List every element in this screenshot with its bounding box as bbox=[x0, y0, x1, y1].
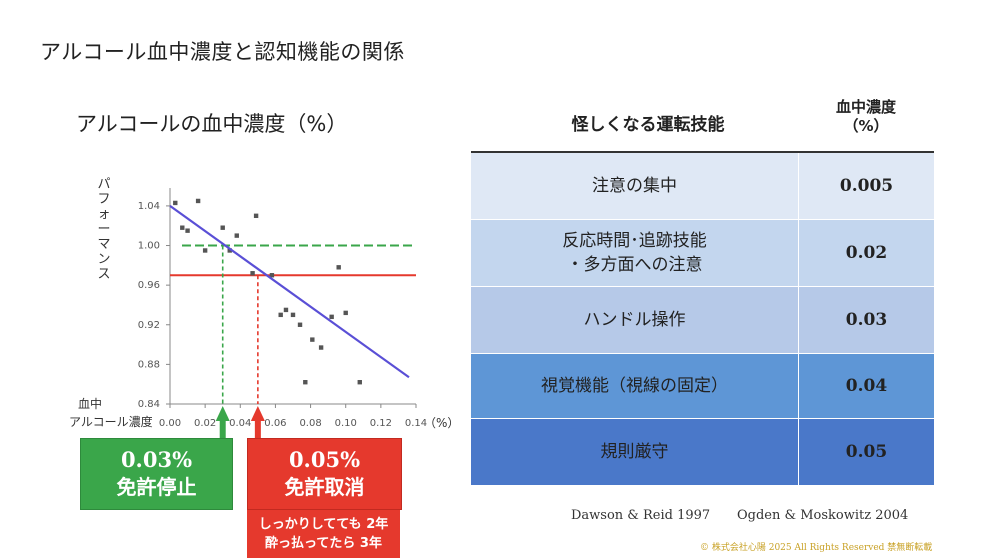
data-point bbox=[297, 322, 303, 327]
table-row: 反応時間･追跡技能 ・多方面への注意 0.02 bbox=[471, 220, 934, 287]
source-dawson-reid: Dawson & Reid 1997 bbox=[571, 508, 711, 523]
table-row: 視覚機能（視線の固定） 0.04 bbox=[471, 354, 934, 419]
skill-cell: 規則厳守 bbox=[471, 419, 799, 485]
table-row: 注意の集中 0.005 bbox=[471, 153, 934, 220]
concentration-value: 0.005 bbox=[839, 176, 894, 196]
skill-cell: 視覚機能（視線の固定） bbox=[471, 354, 799, 418]
x-tick-label: 0.12 bbox=[370, 418, 392, 429]
x-tick-label: 0.06 bbox=[264, 418, 286, 429]
table-row: 規則厳守 0.05 bbox=[471, 419, 934, 486]
license-suspension-callout: 0.03% 免許停止 bbox=[80, 438, 233, 510]
concentration-value: 0.02 bbox=[845, 243, 888, 263]
green-arrow-shaft bbox=[219, 420, 226, 440]
table-header-concentration-line2: （%） bbox=[843, 117, 889, 135]
skill-text: 規則厳守 bbox=[600, 442, 669, 462]
source-ogden-moskowitz: Ogden & Moskowitz 2004 bbox=[737, 508, 909, 523]
chart-title: アルコールの血中濃度（%） bbox=[76, 112, 348, 136]
skill-text: 視覚機能（視線の固定） bbox=[541, 376, 728, 396]
data-point bbox=[227, 248, 232, 253]
data-point bbox=[357, 380, 362, 385]
driving-skill-table: 注意の集中 0.005 反応時間･追跡技能 ・多方面への注意 0.02 ハンドル操作 0.0… bbox=[471, 153, 934, 486]
data-point bbox=[318, 345, 324, 350]
data-point bbox=[173, 200, 178, 206]
table-header-concentration-line1: 血中濃度 bbox=[835, 98, 896, 116]
skill-text: 反応時間･追跡技能 bbox=[562, 231, 707, 251]
data-point bbox=[185, 228, 190, 233]
suspension-label: 免許停止 bbox=[116, 475, 197, 499]
y-tick-label: 1.04 bbox=[138, 201, 160, 212]
y-tick-label: 0.96 bbox=[138, 280, 160, 291]
x-axis-unit: （%） bbox=[424, 416, 459, 430]
y-tick-label: 0.92 bbox=[138, 320, 160, 331]
data-point bbox=[250, 271, 255, 276]
data-point bbox=[269, 273, 275, 278]
table-header-rule bbox=[471, 151, 934, 153]
x-tick-label: 0.04 bbox=[229, 418, 251, 429]
revocation-value: 0.05% bbox=[288, 447, 361, 472]
data-point bbox=[253, 213, 259, 219]
x-tick-label: 0.00 bbox=[159, 418, 181, 429]
y-tick-label: 0.84 bbox=[138, 399, 160, 410]
x-axis-label-line2: アルコール濃度 bbox=[69, 414, 153, 429]
data-point bbox=[202, 248, 208, 253]
x-tick-label: 0.10 bbox=[335, 418, 357, 429]
data-point bbox=[303, 380, 308, 385]
y-tick-label: 0.88 bbox=[138, 359, 160, 370]
table-header-concentration: 血中濃度 （%） bbox=[800, 98, 932, 136]
table-row: ハンドル操作 0.03 bbox=[471, 287, 934, 354]
concentration-value: 0.04 bbox=[845, 376, 888, 396]
y-tick-label: 1.00 bbox=[138, 241, 160, 252]
red-arrow-head bbox=[250, 406, 265, 421]
skill-text: 注意の集中 bbox=[592, 176, 677, 196]
data-point bbox=[220, 225, 225, 230]
revocation-label: 免許取消 bbox=[284, 475, 365, 499]
green-arrow-head bbox=[215, 406, 230, 421]
license-revocation-callout: 0.05% 免許取消 bbox=[247, 438, 402, 510]
skill-text-line2: ・多方面への注意 bbox=[566, 255, 703, 275]
trend-line bbox=[169, 205, 410, 379]
x-axis-label-line1: 血中 bbox=[78, 396, 102, 411]
data-point bbox=[195, 198, 201, 204]
concentration-value: 0.03 bbox=[845, 310, 888, 330]
y-axis-label-char: パ bbox=[97, 177, 110, 192]
revocation-note-line1: しっかりしてても 2年 bbox=[258, 517, 389, 532]
data-point bbox=[283, 307, 289, 313]
data-point bbox=[343, 310, 348, 316]
red-arrow-shaft bbox=[254, 420, 261, 440]
skill-text: ハンドル操作 bbox=[583, 310, 686, 330]
revocation-note: しっかりしてても 2年 酔っ払ってたら 3年 bbox=[247, 510, 400, 558]
skill-cell: ハンドル操作 bbox=[471, 287, 799, 353]
table-header-skill: 怪しくなる運転技能 bbox=[571, 115, 725, 135]
copyright-notice: © 株式会社心陽 2025 All Rights Reserved 禁無断転載 bbox=[700, 543, 933, 553]
data-point bbox=[278, 312, 283, 318]
y-axis-label-char: ン bbox=[97, 252, 110, 267]
suspension-value: 0.03% bbox=[120, 447, 193, 472]
page-title: アルコール血中濃度と認知機能の関係 bbox=[40, 40, 405, 64]
skill-cell: 反応時間･追跡技能 ・多方面への注意 bbox=[471, 220, 799, 286]
concentration-value: 0.05 bbox=[845, 442, 888, 462]
data-point bbox=[329, 314, 334, 320]
y-axis-label-char: フ bbox=[97, 192, 110, 207]
x-tick-label: 0.02 bbox=[194, 418, 216, 429]
skill-cell: 注意の集中 bbox=[471, 153, 799, 219]
y-axis-label-char: ォ bbox=[97, 207, 110, 222]
revocation-note-line2: 酔っ払ってたら 3年 bbox=[265, 536, 382, 551]
y-axis-label-char: ス bbox=[97, 267, 110, 282]
data-point bbox=[310, 337, 315, 342]
y-axis-label-char: マ bbox=[97, 237, 110, 252]
y-axis-label-char: ー bbox=[97, 222, 110, 237]
data-point bbox=[336, 265, 341, 270]
data-point bbox=[234, 233, 239, 238]
x-tick-label: 0.08 bbox=[299, 418, 321, 429]
x-tick-label: 0.14 bbox=[405, 418, 427, 429]
data-point bbox=[180, 225, 185, 230]
data-point bbox=[290, 312, 296, 318]
